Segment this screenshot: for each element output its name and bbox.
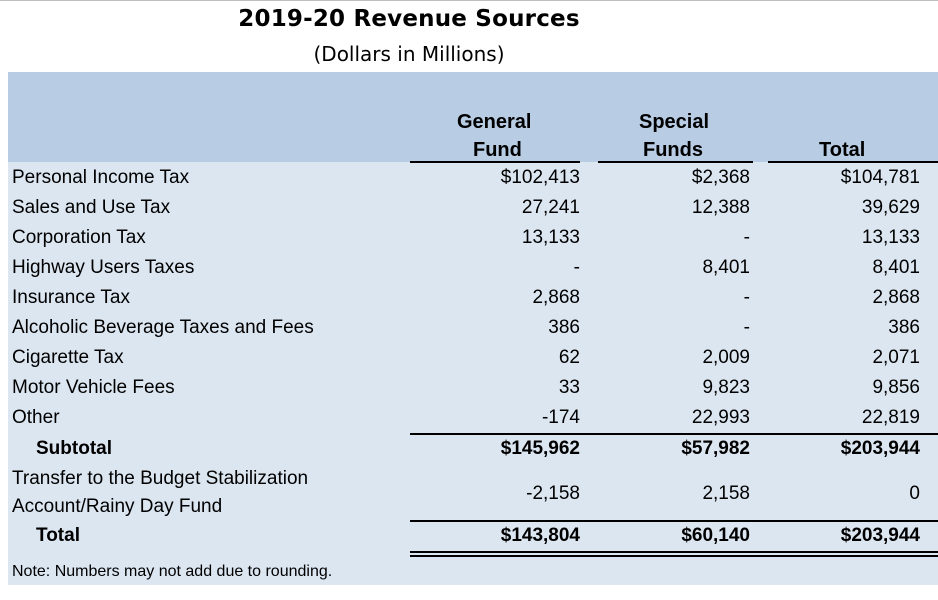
total-value: 8,401 bbox=[872, 257, 920, 278]
table-row: Cigarette Tax 62 2,009 2,071 bbox=[0, 343, 938, 373]
general-fund-value: 386 bbox=[548, 317, 580, 338]
transfer-general: -2,158 bbox=[526, 483, 580, 504]
subtotal-row: Subtotal $145,962 $57,982 $203,944 bbox=[0, 434, 938, 464]
general-fund-value: - bbox=[573, 257, 580, 278]
double-rule-general-2 bbox=[410, 555, 580, 557]
special-funds-value: 8,401 bbox=[702, 257, 750, 278]
header-band bbox=[8, 72, 938, 162]
subtotal-general: $145,962 bbox=[500, 438, 580, 459]
subtotal-label: Subtotal bbox=[36, 438, 112, 459]
table-row: Highway Users Taxes - 8,401 8,401 bbox=[0, 253, 938, 283]
transfer-total: 0 bbox=[909, 483, 920, 504]
table-row: Insurance Tax 2,868 - 2,868 bbox=[0, 283, 938, 313]
subtotal-special: $57,982 bbox=[681, 438, 750, 459]
table-row: Other -174 22,993 22,819 bbox=[0, 403, 938, 433]
transfer-label: Transfer to the Budget Stabilization Acc… bbox=[12, 465, 308, 521]
row-label: Corporation Tax bbox=[12, 227, 146, 248]
general-fund-value: 13,133 bbox=[521, 227, 580, 248]
transfer-label-line2: Account/Rainy Day Fund bbox=[12, 496, 223, 517]
row-label: Cigarette Tax bbox=[12, 347, 124, 368]
row-label: Personal Income Tax bbox=[12, 167, 190, 188]
table-row: Corporation Tax 13,133 - 13,133 bbox=[0, 223, 938, 253]
footnote: Note: Numbers may not add due to roundin… bbox=[12, 563, 333, 580]
col-head-general: General Fund bbox=[457, 108, 531, 164]
col-head-total: Total bbox=[819, 139, 866, 161]
total-value: 2,071 bbox=[872, 347, 920, 368]
subtotal-rule-general bbox=[410, 433, 580, 435]
total-rule-special bbox=[580, 520, 750, 522]
general-fund-value: 33 bbox=[558, 377, 580, 398]
col-head-general-line1: General bbox=[457, 111, 532, 133]
row-label: Motor Vehicle Fees bbox=[12, 377, 175, 398]
subtotal-rule-special bbox=[580, 433, 750, 435]
special-funds-value: 12,388 bbox=[691, 197, 750, 218]
row-label: Alcoholic Beverage Taxes and Fees bbox=[12, 317, 314, 338]
special-funds-value: - bbox=[743, 287, 750, 308]
special-funds-value: - bbox=[743, 227, 750, 248]
total-value: 2,868 bbox=[872, 287, 920, 308]
col-head-special-line1: Special bbox=[639, 111, 710, 133]
general-fund-value: 2,868 bbox=[532, 287, 580, 308]
special-funds-value: - bbox=[743, 317, 750, 338]
col-head-general-line2: Fund bbox=[473, 139, 522, 161]
double-rule-special-2 bbox=[580, 555, 750, 557]
special-funds-value: $2,368 bbox=[691, 167, 750, 188]
total-value: 386 bbox=[888, 317, 920, 338]
table-row: Personal Income Tax $102,413 $2,368 $104… bbox=[0, 163, 938, 193]
row-label: Sales and Use Tax bbox=[12, 197, 171, 218]
double-rule-total-2 bbox=[750, 555, 938, 557]
general-fund-value: 27,241 bbox=[521, 197, 580, 218]
total-value: 9,856 bbox=[872, 377, 920, 398]
double-rule-general-1 bbox=[410, 551, 580, 553]
header-underline-total bbox=[768, 161, 938, 163]
transfer-row: Transfer to the Budget Stabilization Acc… bbox=[0, 465, 938, 521]
special-funds-value: 9,823 bbox=[702, 377, 750, 398]
transfer-special: 2,158 bbox=[702, 483, 750, 504]
double-rule-special-1 bbox=[580, 551, 750, 553]
total-value: $104,781 bbox=[840, 167, 920, 188]
total-value: 39,629 bbox=[861, 197, 920, 218]
subtotal-total: $203,944 bbox=[840, 438, 920, 459]
header-underline-general bbox=[410, 161, 580, 163]
special-funds-value: 2,009 bbox=[702, 347, 750, 368]
total-value: 22,819 bbox=[861, 407, 920, 428]
special-funds-value: 22,993 bbox=[691, 407, 750, 428]
total-value: 13,133 bbox=[861, 227, 920, 248]
subtotal-rule-total bbox=[750, 433, 938, 435]
double-rule-total-1 bbox=[750, 551, 938, 553]
general-fund-value: 62 bbox=[558, 347, 580, 368]
row-label: Highway Users Taxes bbox=[12, 257, 195, 278]
total-total: $203,944 bbox=[840, 525, 920, 546]
top-border bbox=[0, 0, 938, 1]
total-row: Total $143,804 $60,140 $203,944 bbox=[0, 521, 938, 551]
header-underline-special bbox=[598, 161, 753, 163]
general-fund-value: $102,413 bbox=[500, 167, 580, 188]
table-row: Alcoholic Beverage Taxes and Fees 386 - … bbox=[0, 313, 938, 343]
total-special: $60,140 bbox=[681, 525, 750, 546]
general-fund-value: -174 bbox=[541, 407, 580, 428]
col-head-special-line2: Funds bbox=[643, 139, 703, 161]
row-label: Insurance Tax bbox=[12, 287, 130, 308]
total-rule-general bbox=[410, 520, 580, 522]
table-row: Sales and Use Tax 27,241 12,388 39,629 bbox=[0, 193, 938, 223]
table-subtitle: (Dollars in Millions) bbox=[313, 42, 505, 66]
table-row: Motor Vehicle Fees 33 9,823 9,856 bbox=[0, 373, 938, 403]
table-title: 2019-20 Revenue Sources bbox=[238, 6, 580, 32]
transfer-label-line1: Transfer to the Budget Stabilization bbox=[12, 468, 309, 489]
total-rule-total bbox=[750, 520, 938, 522]
row-label: Other bbox=[12, 407, 60, 428]
col-head-special: Special Funds bbox=[639, 108, 709, 164]
total-label: Total bbox=[36, 525, 80, 546]
total-general: $143,804 bbox=[500, 525, 580, 546]
